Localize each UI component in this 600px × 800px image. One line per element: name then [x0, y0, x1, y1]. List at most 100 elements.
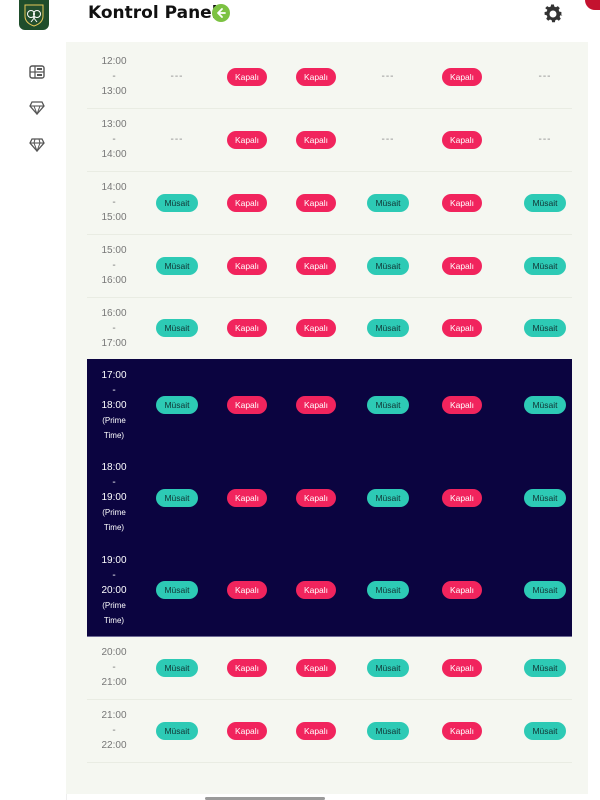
available-badge[interactable]: Müsait — [156, 658, 198, 677]
court-slot-cell: Kapalı — [212, 297, 282, 359]
court-slot-cell: Kapalı — [281, 359, 351, 451]
available-badge[interactable]: Müsait — [367, 193, 409, 212]
closed-badge[interactable]: Kapalı — [296, 319, 336, 337]
time-range: 21:00 - 22:00 — [87, 699, 141, 762]
available-badge[interactable]: Müsait — [524, 721, 566, 740]
available-badge[interactable]: Müsait — [367, 581, 409, 599]
scrollbar[interactable] — [205, 797, 325, 800]
time-end: 15:00 — [101, 212, 127, 223]
closed-badge[interactable]: Kapalı — [442, 193, 482, 212]
available-badge[interactable]: Müsait — [156, 193, 198, 212]
closed-badge[interactable]: Kapalı — [227, 721, 267, 740]
closed-badge[interactable]: Kapalı — [296, 130, 336, 149]
time-separator: - — [112, 477, 116, 488]
closed-badge[interactable]: Kapalı — [442, 319, 482, 337]
time-start: 21:00 — [101, 710, 127, 721]
available-badge[interactable]: Müsait — [156, 396, 198, 414]
available-badge[interactable]: Müsait — [367, 658, 409, 677]
available-badge[interactable]: Müsait — [156, 721, 198, 740]
available-badge[interactable]: Müsait — [367, 396, 409, 414]
club-logo[interactable] — [19, 0, 49, 30]
available-badge[interactable]: Müsait — [524, 581, 566, 599]
available-badge[interactable]: Müsait — [367, 488, 409, 507]
court-slot-cell: Müsait — [353, 297, 423, 359]
court-slot-cell: Kapalı — [427, 359, 497, 451]
court-slot-cell: Kapalı — [427, 451, 497, 544]
prime-time-note: (Prime Time) — [102, 415, 126, 440]
court-slot-cell: Müsait — [510, 171, 580, 234]
court-slot-cell: Müsait — [510, 297, 580, 359]
gear-icon[interactable] — [541, 2, 565, 26]
closed-badge[interactable]: Kapalı — [227, 319, 267, 337]
available-badge[interactable]: Müsait — [524, 396, 566, 414]
back-arrow-icon[interactable] — [212, 4, 230, 22]
closed-badge[interactable]: Kapalı — [442, 488, 482, 507]
closed-badge[interactable]: Kapalı — [296, 396, 336, 414]
closed-badge[interactable]: Kapalı — [442, 721, 482, 740]
court-slot-cell: Müsait — [353, 699, 423, 762]
closed-badge[interactable]: Kapalı — [296, 67, 336, 86]
court-slot-cell: Kapalı — [281, 45, 351, 108]
available-badge[interactable]: Müsait — [524, 488, 566, 507]
court-slot-cell: Müsait — [510, 451, 580, 544]
available-badge[interactable]: Müsait — [524, 193, 566, 212]
closed-badge[interactable]: Kapalı — [442, 658, 482, 677]
closed-badge[interactable]: Kapalı — [296, 193, 336, 212]
closed-badge[interactable]: Kapalı — [442, 396, 482, 414]
diamond-outline-icon[interactable] — [28, 136, 46, 154]
court-slot-cell: Müsait — [142, 636, 212, 699]
diamond-icon[interactable] — [28, 99, 46, 117]
available-badge[interactable]: Müsait — [156, 319, 198, 337]
closed-badge[interactable]: Kapalı — [227, 67, 267, 86]
time-end: 17:00 — [101, 337, 127, 349]
time-end: 19:00 — [101, 492, 127, 503]
court-slot-cell: Kapalı — [212, 451, 282, 544]
available-badge[interactable]: Müsait — [156, 256, 198, 275]
court-slot-cell: Kapalı — [281, 108, 351, 171]
closed-badge[interactable]: Kapalı — [442, 256, 482, 275]
available-badge[interactable]: Müsait — [524, 658, 566, 677]
closed-badge[interactable]: Kapalı — [227, 256, 267, 275]
time-start: 17:00 — [101, 369, 127, 381]
prime-time-note: (Prime Time) — [102, 508, 126, 532]
time-end: 16:00 — [101, 275, 127, 286]
time-end: 22:00 — [101, 740, 127, 751]
prime-time-row: 18:00 - 19:00 (Prime Time) Müsait Kapalı Kapal… — [87, 451, 572, 545]
court-slot-cell: Kapalı — [281, 544, 351, 636]
prime-time-note: (Prime Time) — [102, 600, 126, 625]
available-badge[interactable]: Müsait — [367, 319, 409, 337]
closed-badge[interactable]: Kapalı — [442, 67, 482, 86]
closed-badge[interactable]: Kapalı — [296, 581, 336, 599]
closed-badge[interactable]: Kapalı — [296, 488, 336, 507]
closed-badge[interactable]: Kapalı — [227, 488, 267, 507]
available-badge[interactable]: Müsait — [367, 721, 409, 740]
time-separator: - — [112, 662, 116, 673]
court-slot-cell: --- — [353, 108, 423, 171]
closed-badge[interactable]: Kapalı — [227, 581, 267, 599]
available-badge[interactable]: Müsait — [524, 319, 566, 337]
available-badge[interactable]: Müsait — [367, 256, 409, 275]
court-slot-cell: Kapalı — [427, 297, 497, 359]
closed-badge[interactable]: Kapalı — [442, 130, 482, 149]
court-slot-cell: Müsait — [353, 636, 423, 699]
court-slot-cell: Kapalı — [427, 699, 497, 762]
time-end: 14:00 — [101, 149, 127, 160]
closed-badge[interactable]: Kapalı — [227, 658, 267, 677]
available-badge[interactable]: Müsait — [524, 256, 566, 275]
closed-badge[interactable]: Kapalı — [296, 721, 336, 740]
closed-badge[interactable]: Kapalı — [296, 658, 336, 677]
closed-badge[interactable]: Kapalı — [227, 130, 267, 149]
court-slot-cell: Kapalı — [212, 544, 282, 636]
closed-badge[interactable]: Kapalı — [227, 193, 267, 212]
court-slot-cell: --- — [510, 45, 580, 108]
dashboard-icon[interactable] — [28, 63, 46, 81]
court-slot-cell: Kapalı — [212, 359, 282, 451]
time-separator: - — [112, 134, 116, 145]
closed-badge[interactable]: Kapalı — [442, 581, 482, 599]
available-badge[interactable]: Müsait — [156, 581, 198, 599]
closed-badge[interactable]: Kapalı — [227, 396, 267, 414]
available-badge[interactable]: Müsait — [156, 488, 198, 507]
tennis-logo-icon — [24, 4, 44, 27]
sidebar — [0, 0, 67, 800]
closed-badge[interactable]: Kapalı — [296, 256, 336, 275]
